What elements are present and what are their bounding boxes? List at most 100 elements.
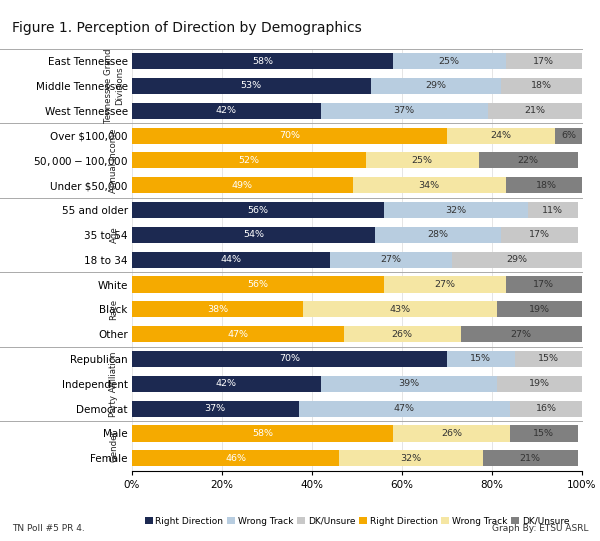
Text: 15%: 15% <box>533 429 554 438</box>
Bar <box>132 252 330 268</box>
Text: Graph By: ETSU ASRL: Graph By: ETSU ASRL <box>491 524 588 533</box>
Bar <box>132 375 321 392</box>
Text: 37%: 37% <box>394 106 415 115</box>
Text: 37%: 37% <box>205 404 226 413</box>
Text: 27%: 27% <box>380 255 401 264</box>
Text: 70%: 70% <box>279 354 300 364</box>
Text: Figure 1. Perception of Direction by Demographics: Figure 1. Perception of Direction by Dem… <box>12 21 362 35</box>
Text: 32%: 32% <box>400 454 422 463</box>
Text: Race: Race <box>110 299 119 320</box>
Bar <box>447 128 555 143</box>
Text: 6%: 6% <box>561 131 576 140</box>
Text: 17%: 17% <box>533 280 554 289</box>
Text: 29%: 29% <box>506 255 527 264</box>
Text: 25%: 25% <box>412 156 433 165</box>
Text: 21%: 21% <box>520 454 541 463</box>
Bar <box>497 375 582 392</box>
Text: 18%: 18% <box>536 181 557 190</box>
Bar <box>132 202 384 218</box>
Text: 49%: 49% <box>232 181 253 190</box>
Bar <box>483 450 577 466</box>
Text: Party Affiliation: Party Affiliation <box>110 351 119 417</box>
Bar <box>510 425 577 441</box>
Text: 24%: 24% <box>491 131 511 140</box>
Text: 52%: 52% <box>239 156 260 165</box>
Text: 25%: 25% <box>439 57 460 65</box>
Bar <box>528 202 577 218</box>
Text: 47%: 47% <box>394 404 415 413</box>
Text: 27%: 27% <box>511 329 532 339</box>
Bar <box>132 153 366 168</box>
Bar <box>375 227 501 243</box>
Bar <box>132 351 447 367</box>
Text: Annual Income: Annual Income <box>110 128 119 193</box>
Text: 42%: 42% <box>216 106 237 115</box>
Text: 21%: 21% <box>524 106 545 115</box>
Text: Gender: Gender <box>110 430 119 462</box>
Text: 28%: 28% <box>427 230 449 239</box>
Bar <box>393 425 510 441</box>
Text: 17%: 17% <box>533 57 554 65</box>
Text: 38%: 38% <box>207 305 228 314</box>
Bar <box>132 276 384 293</box>
Bar <box>132 301 303 318</box>
Text: 58%: 58% <box>252 429 273 438</box>
Text: 39%: 39% <box>398 379 419 388</box>
Text: TN Poll #5 PR 4.: TN Poll #5 PR 4. <box>12 524 85 533</box>
Bar <box>461 326 582 342</box>
Text: Age: Age <box>110 227 119 243</box>
Text: 19%: 19% <box>529 379 550 388</box>
Text: 70%: 70% <box>279 131 300 140</box>
Bar <box>501 78 582 94</box>
Bar <box>132 400 299 417</box>
Bar <box>371 78 501 94</box>
Text: 56%: 56% <box>248 280 269 289</box>
Bar <box>515 351 582 367</box>
Bar <box>343 326 461 342</box>
Bar <box>132 103 321 119</box>
Bar <box>366 153 479 168</box>
Bar <box>321 103 487 119</box>
Bar <box>321 375 497 392</box>
Text: 43%: 43% <box>389 305 410 314</box>
Text: 22%: 22% <box>517 156 539 165</box>
Bar <box>132 78 371 94</box>
Bar <box>132 227 375 243</box>
Bar <box>299 400 510 417</box>
Bar <box>303 301 497 318</box>
Text: 16%: 16% <box>536 404 557 413</box>
Text: 34%: 34% <box>418 181 440 190</box>
Bar <box>505 276 582 293</box>
Text: 42%: 42% <box>216 379 237 388</box>
Bar <box>505 177 587 193</box>
Bar <box>132 53 393 69</box>
Text: 26%: 26% <box>441 429 462 438</box>
Bar <box>393 53 505 69</box>
Bar <box>132 425 393 441</box>
Text: 11%: 11% <box>542 206 563 215</box>
Text: 27%: 27% <box>434 280 455 289</box>
Bar <box>510 400 582 417</box>
Text: 15%: 15% <box>538 354 559 364</box>
Text: 44%: 44% <box>221 255 241 264</box>
Text: Tennessee Grand
Divisions: Tennessee Grand Divisions <box>104 49 124 123</box>
Bar <box>353 177 505 193</box>
Bar <box>339 450 483 466</box>
Bar <box>555 128 582 143</box>
Text: 19%: 19% <box>529 305 550 314</box>
Bar <box>384 202 528 218</box>
Bar <box>132 128 447 143</box>
Text: 15%: 15% <box>470 354 491 364</box>
Legend: Right Direction, Wrong Track, DK/Unsure, Right Direction, Wrong Track, DK/Unsure: Right Direction, Wrong Track, DK/Unsure,… <box>141 513 573 530</box>
Bar <box>487 103 582 119</box>
Text: 29%: 29% <box>425 82 446 90</box>
Bar <box>132 450 339 466</box>
Text: 56%: 56% <box>248 206 269 215</box>
Text: 17%: 17% <box>529 230 550 239</box>
Bar <box>479 153 577 168</box>
Bar <box>505 53 582 69</box>
Bar <box>447 351 515 367</box>
Text: 58%: 58% <box>252 57 273 65</box>
Bar <box>497 301 582 318</box>
Bar <box>384 276 505 293</box>
